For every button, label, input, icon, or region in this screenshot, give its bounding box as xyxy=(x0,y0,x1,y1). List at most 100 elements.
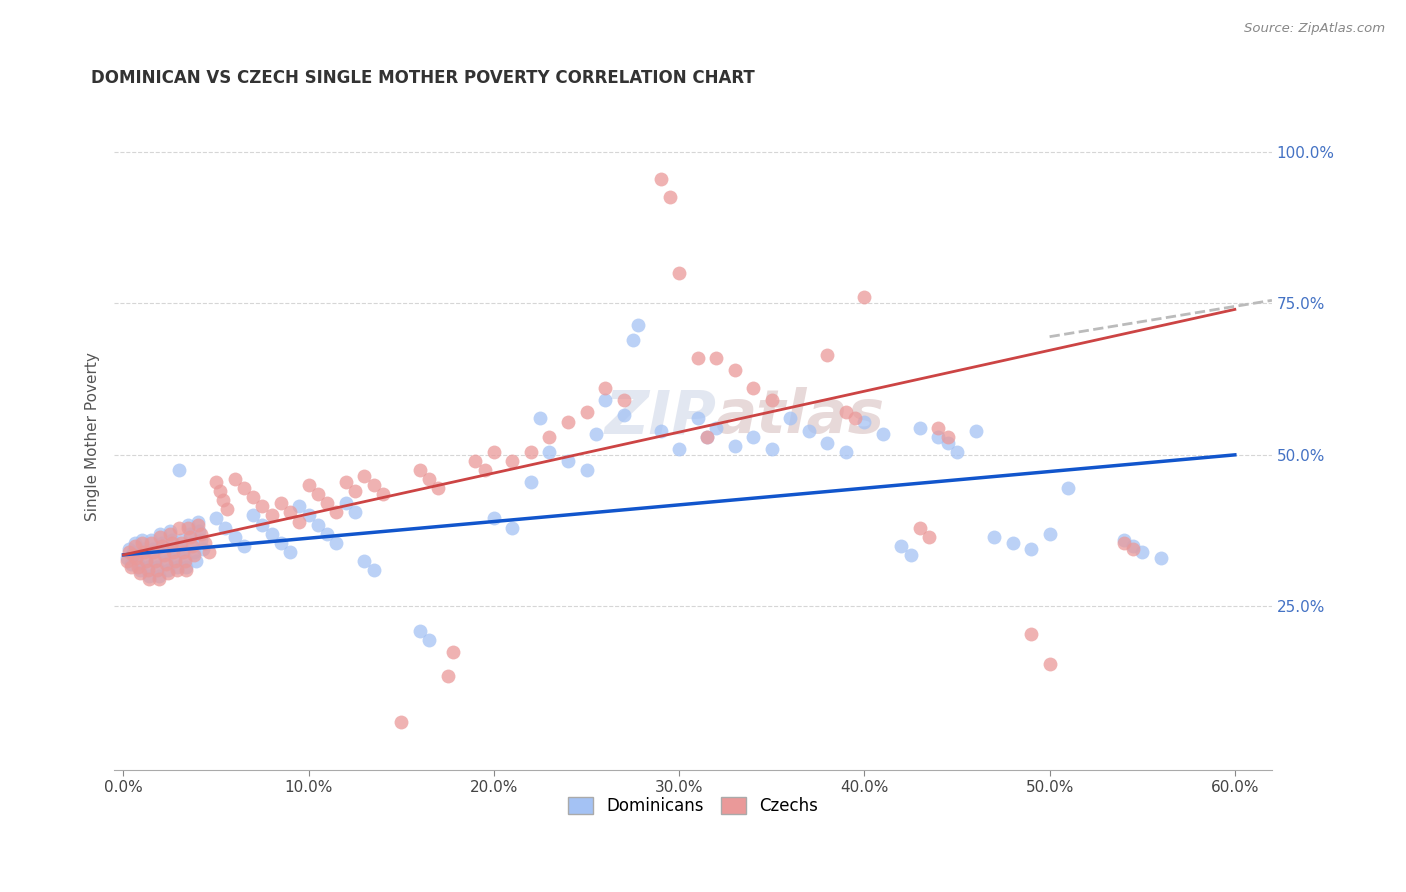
Point xyxy=(704,420,727,434)
Point xyxy=(1057,481,1080,495)
Point xyxy=(409,624,432,638)
Point xyxy=(191,541,214,556)
Point xyxy=(242,508,264,523)
Point xyxy=(172,545,194,559)
Point xyxy=(252,517,274,532)
Point xyxy=(260,526,283,541)
Point xyxy=(288,500,311,514)
Point xyxy=(150,539,173,553)
Point xyxy=(1019,541,1042,556)
Point xyxy=(205,511,228,525)
Point xyxy=(1112,535,1135,549)
Point xyxy=(149,526,172,541)
Point xyxy=(167,520,190,534)
Point xyxy=(1039,526,1062,541)
Point xyxy=(575,463,598,477)
Point xyxy=(181,535,204,549)
Point xyxy=(538,430,561,444)
Point xyxy=(335,475,357,490)
Point xyxy=(208,484,231,499)
Point xyxy=(575,405,598,419)
Point xyxy=(621,333,644,347)
Point xyxy=(146,563,169,577)
Point xyxy=(270,496,292,510)
Point xyxy=(742,381,765,395)
Point xyxy=(179,526,201,541)
Point xyxy=(520,475,543,490)
Point xyxy=(232,539,254,553)
Point xyxy=(613,393,636,408)
Point xyxy=(173,554,195,568)
Point xyxy=(159,524,181,538)
Point xyxy=(121,545,143,559)
Point xyxy=(761,393,783,408)
Point xyxy=(797,424,820,438)
Point xyxy=(441,645,464,659)
Point xyxy=(936,430,959,444)
Point xyxy=(142,541,165,556)
Point xyxy=(353,469,375,483)
Text: ZIP: ZIP xyxy=(605,387,716,446)
Point xyxy=(132,541,155,556)
Point xyxy=(650,172,672,186)
Point xyxy=(190,526,212,541)
Point xyxy=(946,445,969,459)
Point xyxy=(298,508,321,523)
Point xyxy=(260,508,283,523)
Point xyxy=(482,511,505,525)
Point xyxy=(125,548,148,562)
Point xyxy=(593,393,616,408)
Point xyxy=(270,535,292,549)
Point xyxy=(217,502,239,516)
Point xyxy=(724,363,747,377)
Point xyxy=(409,463,432,477)
Point xyxy=(343,484,366,499)
Point xyxy=(363,563,385,577)
Point xyxy=(353,554,375,568)
Point xyxy=(908,420,931,434)
Point xyxy=(232,481,254,495)
Point xyxy=(162,545,184,559)
Point xyxy=(668,442,690,456)
Point xyxy=(127,557,149,571)
Point xyxy=(143,554,166,568)
Point xyxy=(179,530,201,544)
Point xyxy=(965,424,987,438)
Point xyxy=(121,548,143,562)
Point xyxy=(1122,541,1144,556)
Point xyxy=(187,515,209,529)
Point xyxy=(160,533,183,547)
Point xyxy=(779,411,801,425)
Point xyxy=(153,548,176,562)
Point xyxy=(197,545,219,559)
Point xyxy=(436,669,458,683)
Point xyxy=(927,430,949,444)
Point xyxy=(557,415,579,429)
Point xyxy=(325,535,347,549)
Point xyxy=(464,454,486,468)
Point xyxy=(853,290,876,304)
Point xyxy=(1001,535,1024,549)
Point xyxy=(141,535,163,549)
Point xyxy=(127,560,149,574)
Point xyxy=(142,545,165,559)
Point xyxy=(143,550,166,565)
Point xyxy=(120,557,142,571)
Point xyxy=(115,550,138,565)
Point xyxy=(325,505,347,519)
Point xyxy=(686,351,709,365)
Point xyxy=(136,563,159,577)
Point xyxy=(170,533,193,547)
Point xyxy=(658,190,681,204)
Point xyxy=(900,548,922,562)
Point xyxy=(214,520,236,534)
Point xyxy=(538,445,561,459)
Point xyxy=(1019,626,1042,640)
Text: atlas: atlas xyxy=(716,387,886,446)
Point xyxy=(835,405,858,419)
Point xyxy=(613,409,636,423)
Point xyxy=(173,550,195,565)
Point xyxy=(278,545,301,559)
Point xyxy=(696,430,718,444)
Point xyxy=(135,550,157,565)
